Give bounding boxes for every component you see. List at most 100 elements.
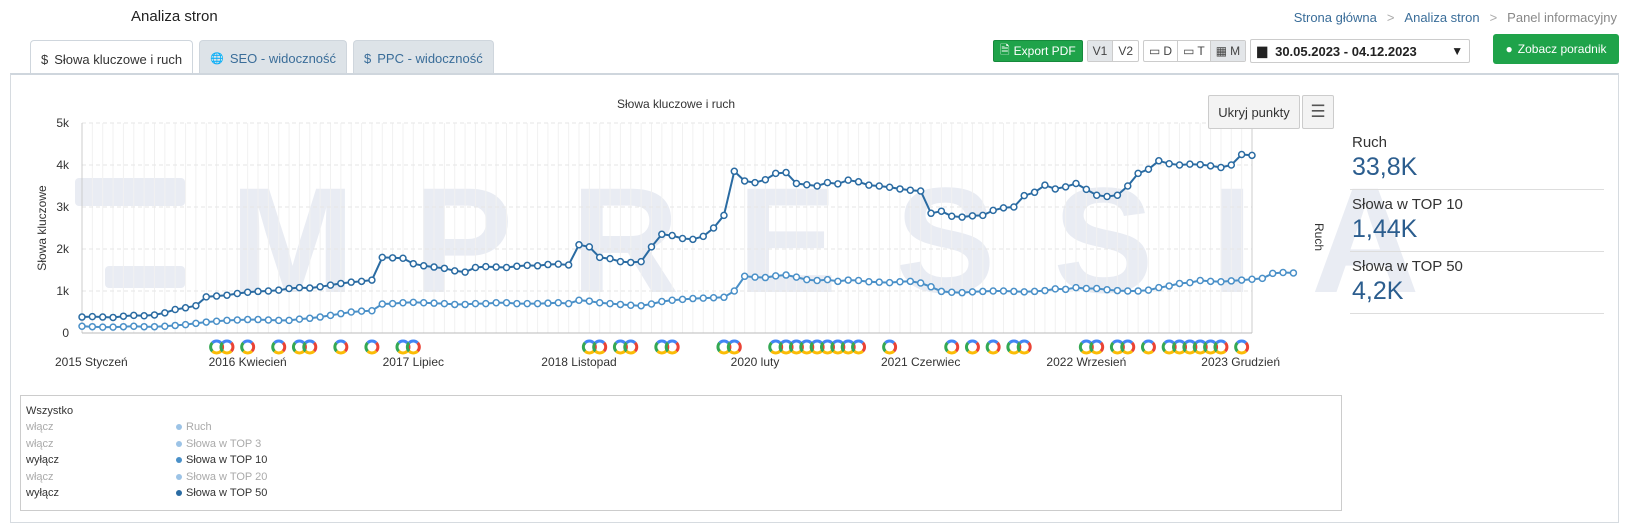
legend-toggle-link[interactable]: włącz	[26, 437, 54, 450]
data-point[interactable]	[119, 322, 128, 331]
data-point[interactable]	[544, 299, 552, 307]
legend-series-item[interactable]: Słowa w TOP 10	[176, 454, 267, 466]
data-point[interactable]	[958, 288, 966, 297]
data-point[interactable]	[161, 322, 169, 331]
data-point[interactable]	[274, 316, 283, 325]
data-point[interactable]	[1196, 276, 1204, 285]
data-point[interactable]	[844, 276, 852, 284]
data-point[interactable]	[1186, 160, 1194, 168]
data-point[interactable]	[502, 299, 511, 307]
data-point[interactable]	[388, 254, 397, 262]
data-point[interactable]	[1258, 274, 1267, 283]
data-point[interactable]	[1051, 285, 1060, 293]
data-point[interactable]	[264, 316, 273, 324]
data-point[interactable]	[1144, 165, 1153, 173]
data-point[interactable]	[896, 278, 904, 286]
data-point[interactable]	[1227, 161, 1236, 169]
google-update-icon[interactable]	[364, 339, 380, 355]
date-range-picker[interactable]: ▆ 30.05.2023 - 04.12.2023 ▼	[1250, 39, 1471, 63]
data-point[interactable]	[751, 178, 759, 187]
data-point[interactable]	[1020, 288, 1028, 296]
data-point[interactable]	[947, 288, 956, 297]
data-point[interactable]	[916, 279, 925, 287]
data-point[interactable]	[337, 279, 345, 288]
data-point[interactable]	[782, 271, 790, 279]
data-point[interactable]	[1082, 185, 1091, 194]
tab-keywords-traffic[interactable]: $ Słowa kluczowe i ruch	[30, 40, 194, 77]
tab-ppc-visibility[interactable]: $ PPC - widoczność	[353, 40, 494, 76]
data-point[interactable]	[637, 301, 645, 310]
data-point[interactable]	[740, 177, 749, 185]
data-point[interactable]	[1165, 159, 1173, 168]
data-point[interactable]	[885, 183, 894, 192]
data-point[interactable]	[1113, 191, 1122, 199]
data-point[interactable]	[668, 296, 676, 304]
data-point[interactable]	[854, 178, 863, 186]
data-point[interactable]	[1196, 160, 1204, 169]
google-update-icon[interactable]	[1109, 339, 1125, 355]
google-update-icon[interactable]	[664, 339, 680, 355]
data-point[interactable]	[471, 263, 480, 272]
data-point[interactable]	[161, 309, 169, 317]
data-point[interactable]	[761, 175, 770, 184]
data-point[interactable]	[533, 262, 542, 270]
google-update-icon[interactable]	[333, 339, 349, 355]
data-point[interactable]	[1237, 150, 1246, 159]
data-point[interactable]	[78, 313, 86, 321]
data-point[interactable]	[823, 275, 832, 284]
data-point[interactable]	[1010, 203, 1018, 211]
data-point[interactable]	[999, 287, 1008, 295]
data-point[interactable]	[461, 300, 469, 309]
data-point[interactable]	[150, 311, 159, 319]
google-update-icon[interactable]	[240, 339, 256, 355]
data-point[interactable]	[357, 307, 366, 315]
data-point[interactable]	[647, 300, 656, 308]
data-point[interactable]	[233, 316, 242, 324]
data-point[interactable]	[1165, 282, 1173, 290]
data-point[interactable]	[98, 323, 107, 331]
data-point[interactable]	[409, 259, 418, 268]
data-point[interactable]	[295, 283, 304, 292]
data-point[interactable]	[192, 319, 200, 328]
data-point[interactable]	[171, 321, 179, 330]
legend-series-item[interactable]: Słowa w TOP 20	[176, 471, 267, 483]
data-point[interactable]	[989, 206, 997, 215]
data-point[interactable]	[875, 182, 884, 190]
data-point[interactable]	[1217, 278, 1225, 286]
data-point[interactable]	[285, 284, 293, 293]
data-point[interactable]	[575, 241, 583, 249]
data-point[interactable]	[202, 293, 210, 301]
data-point[interactable]	[243, 315, 252, 324]
data-point[interactable]	[730, 167, 739, 176]
data-point[interactable]	[316, 283, 324, 291]
data-point[interactable]	[585, 297, 594, 305]
data-point[interactable]	[1061, 285, 1070, 294]
data-point[interactable]	[616, 300, 625, 309]
data-point[interactable]	[699, 294, 707, 302]
data-point[interactable]	[989, 287, 997, 295]
data-point[interactable]	[1030, 188, 1039, 197]
data-point[interactable]	[223, 291, 231, 299]
google-update-icon[interactable]	[623, 339, 639, 355]
data-point[interactable]	[513, 262, 521, 270]
data-point[interactable]	[1020, 191, 1028, 200]
data-point[interactable]	[254, 287, 262, 296]
data-point[interactable]	[98, 313, 107, 321]
data-point[interactable]	[1155, 157, 1163, 165]
data-point[interactable]	[109, 313, 117, 322]
version-v2-button[interactable]: V2	[1118, 44, 1134, 58]
data-point[interactable]	[740, 272, 749, 281]
data-point[interactable]	[1092, 284, 1101, 293]
data-point[interactable]	[937, 207, 946, 215]
data-point[interactable]	[1175, 279, 1184, 288]
data-point[interactable]	[492, 263, 500, 271]
data-point[interactable]	[658, 230, 666, 239]
data-point[interactable]	[761, 273, 770, 282]
data-point[interactable]	[1279, 268, 1287, 277]
data-point[interactable]	[130, 311, 138, 320]
data-point[interactable]	[388, 299, 397, 308]
legend-toggle-link[interactable]: wyłącz	[26, 454, 60, 466]
data-point[interactable]	[627, 301, 635, 310]
data-point[interactable]	[1010, 287, 1018, 296]
data-point[interactable]	[482, 262, 490, 271]
